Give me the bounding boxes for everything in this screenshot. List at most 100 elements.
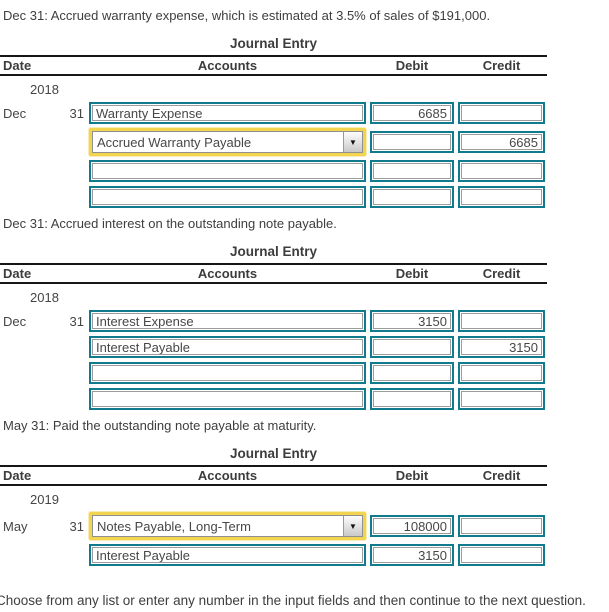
credit-input[interactable] bbox=[461, 313, 542, 329]
debit-input[interactable] bbox=[373, 518, 451, 534]
transaction-description: Dec 31: Accrued interest on the outstand… bbox=[3, 216, 337, 231]
debit-input[interactable] bbox=[373, 339, 451, 355]
credit-cell bbox=[458, 336, 545, 358]
journal-row: Dec 31 bbox=[0, 310, 547, 332]
debit-cell bbox=[370, 131, 454, 153]
row-month: May bbox=[3, 518, 28, 534]
row-month: Dec bbox=[3, 313, 27, 329]
debit-input[interactable] bbox=[373, 163, 451, 179]
column-header-accounts: Accounts bbox=[197, 468, 258, 483]
journal-entry-title: Journal Entry bbox=[229, 36, 318, 51]
credit-input[interactable] bbox=[461, 189, 542, 205]
debit-cell bbox=[370, 310, 454, 332]
debit-input[interactable] bbox=[373, 313, 451, 329]
section-note-maturity: May 31: Paid the outstanding note payabl… bbox=[0, 418, 609, 566]
account-cell bbox=[89, 310, 366, 332]
credit-input[interactable] bbox=[461, 105, 542, 121]
debit-cell bbox=[370, 515, 454, 537]
credit-cell bbox=[458, 160, 545, 182]
account-cell bbox=[89, 160, 366, 182]
account-input[interactable] bbox=[92, 313, 363, 329]
instruction-footer: Choose from any list or enter any number… bbox=[0, 593, 586, 608]
account-input[interactable] bbox=[92, 547, 363, 563]
journal-entry-title: Journal Entry bbox=[229, 244, 318, 259]
debit-cell bbox=[370, 544, 454, 566]
debit-input[interactable] bbox=[373, 365, 451, 381]
journal-entry-table: Journal Entry Date Accounts Debit Credit… bbox=[0, 36, 547, 208]
column-header-debit: Debit bbox=[395, 468, 429, 483]
account-dropdown-field[interactable]: Notes Payable, Long-Term ▼ bbox=[92, 515, 363, 537]
credit-cell bbox=[458, 515, 545, 537]
column-header-accounts: Accounts bbox=[197, 58, 258, 73]
account-input[interactable] bbox=[92, 339, 363, 355]
column-header-credit: Credit bbox=[482, 58, 521, 73]
account-input[interactable] bbox=[92, 105, 363, 121]
account-dropdown[interactable]: Notes Payable, Long-Term ▼ bbox=[89, 512, 366, 540]
credit-cell bbox=[458, 102, 545, 124]
journal-row bbox=[0, 362, 547, 384]
credit-input[interactable] bbox=[461, 134, 542, 150]
credit-input[interactable] bbox=[461, 547, 542, 563]
column-header-debit: Debit bbox=[395, 58, 429, 73]
account-cell bbox=[89, 336, 366, 358]
journal-row: Accrued Warranty Payable ▼ bbox=[0, 128, 547, 156]
section-warranty-expense: Dec 31: Accrued warranty expense, which … bbox=[0, 8, 609, 208]
row-month: Dec bbox=[3, 105, 27, 121]
table-header-row: Date Accounts Debit Credit bbox=[0, 465, 547, 486]
debit-cell bbox=[370, 388, 454, 410]
year-label: 2019 bbox=[30, 492, 59, 507]
debit-cell bbox=[370, 102, 454, 124]
account-dropdown-field[interactable]: Accrued Warranty Payable ▼ bbox=[92, 131, 363, 153]
debit-cell bbox=[370, 186, 454, 208]
account-cell bbox=[89, 362, 366, 384]
journal-row bbox=[0, 388, 547, 410]
column-header-date: Date bbox=[3, 468, 32, 483]
account-cell bbox=[89, 544, 366, 566]
year-label: 2018 bbox=[30, 290, 59, 305]
credit-cell bbox=[458, 131, 545, 153]
journal-entry-table: Journal Entry Date Accounts Debit Credit… bbox=[0, 446, 547, 566]
table-header-row: Date Accounts Debit Credit bbox=[0, 263, 547, 284]
journal-row: Dec 31 bbox=[0, 102, 547, 124]
credit-cell bbox=[458, 310, 545, 332]
journal-entry-title: Journal Entry bbox=[229, 446, 318, 461]
credit-input[interactable] bbox=[461, 518, 542, 534]
credit-cell bbox=[458, 544, 545, 566]
account-input[interactable] bbox=[92, 163, 363, 179]
account-cell bbox=[89, 388, 366, 410]
journal-row bbox=[0, 160, 547, 182]
journal-row bbox=[0, 336, 547, 358]
table-header-row: Date Accounts Debit Credit bbox=[0, 55, 547, 76]
debit-input[interactable] bbox=[373, 134, 451, 150]
debit-input[interactable] bbox=[373, 105, 451, 121]
account-dropdown-value: Notes Payable, Long-Term bbox=[97, 518, 251, 534]
transaction-description: Dec 31: Accrued warranty expense, which … bbox=[3, 8, 491, 23]
journal-row bbox=[0, 186, 547, 208]
column-header-credit: Credit bbox=[482, 468, 521, 483]
debit-input[interactable] bbox=[373, 391, 451, 407]
transaction-description: May 31: Paid the outstanding note payabl… bbox=[3, 418, 317, 433]
account-input[interactable] bbox=[92, 365, 363, 381]
credit-input[interactable] bbox=[461, 339, 542, 355]
credit-input[interactable] bbox=[461, 163, 542, 179]
column-header-credit: Credit bbox=[482, 266, 521, 281]
account-dropdown[interactable]: Accrued Warranty Payable ▼ bbox=[89, 128, 366, 156]
row-day: 31 bbox=[69, 105, 84, 121]
debit-input[interactable] bbox=[373, 189, 451, 205]
column-header-debit: Debit bbox=[395, 266, 429, 281]
credit-input[interactable] bbox=[461, 365, 542, 381]
column-header-accounts: Accounts bbox=[197, 266, 258, 281]
account-dropdown-value: Accrued Warranty Payable bbox=[97, 134, 252, 150]
account-input[interactable] bbox=[92, 189, 363, 205]
column-header-date: Date bbox=[3, 58, 32, 73]
credit-input[interactable] bbox=[461, 391, 542, 407]
journal-entry-table: Journal Entry Date Accounts Debit Credit… bbox=[0, 244, 547, 410]
row-day: 31 bbox=[69, 313, 84, 329]
journal-row bbox=[0, 544, 547, 566]
dropdown-arrow-icon[interactable]: ▼ bbox=[343, 132, 362, 152]
account-input[interactable] bbox=[92, 391, 363, 407]
debit-input[interactable] bbox=[373, 547, 451, 563]
year-label: 2018 bbox=[30, 82, 59, 97]
dropdown-arrow-icon[interactable]: ▼ bbox=[343, 516, 362, 536]
debit-cell bbox=[370, 362, 454, 384]
